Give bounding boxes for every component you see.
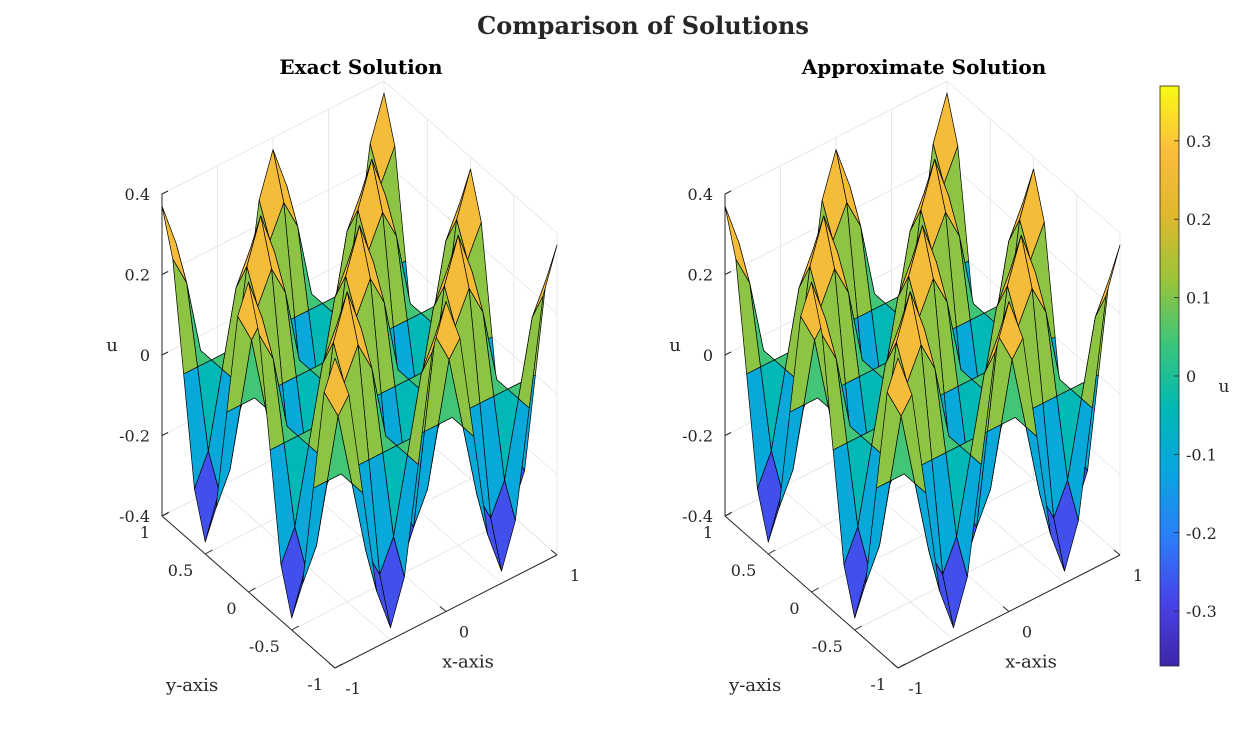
x-tick-label: 1 bbox=[1133, 566, 1143, 585]
colorbar-tick-label: 0 bbox=[1186, 367, 1196, 386]
z-tick bbox=[724, 190, 732, 195]
z-tick bbox=[724, 432, 732, 436]
z-tick bbox=[724, 271, 732, 275]
y-tick-label: 0 bbox=[226, 599, 236, 618]
gridline bbox=[724, 80, 948, 195]
z-tick-label: 0.4 bbox=[125, 185, 150, 204]
surface-patch bbox=[886, 357, 913, 417]
y-tick bbox=[205, 549, 213, 555]
approximate-solution-title: Approximate Solution bbox=[801, 55, 1047, 79]
y-tick-label: 0 bbox=[789, 599, 799, 618]
x-tick-label: -1 bbox=[908, 679, 924, 698]
y-tick-label: -1 bbox=[307, 675, 323, 694]
gridline bbox=[383, 80, 558, 234]
surface-patch bbox=[323, 357, 350, 417]
gridline bbox=[161, 80, 385, 195]
figure-title: Comparison of Solutions bbox=[477, 11, 809, 40]
y-axis-label: y-axis bbox=[165, 675, 218, 696]
approximate-solution-axes: Approximate Solution -0.4 -0.2 0 0.2 0.4 -1 -0… bbox=[669, 55, 1143, 698]
y-tick-label: -1 bbox=[870, 675, 886, 694]
colorbar-tick-label: -0.2 bbox=[1186, 524, 1217, 543]
y-tick-label: 0.5 bbox=[168, 561, 193, 580]
x-tick bbox=[891, 662, 899, 669]
y-tick bbox=[291, 625, 299, 631]
z-axis-label: u bbox=[669, 335, 681, 356]
z-axis-label: u bbox=[106, 335, 118, 356]
y-tick bbox=[248, 587, 256, 593]
x-tick bbox=[439, 606, 447, 612]
colorbar-label: u bbox=[1219, 377, 1230, 397]
x-tick bbox=[550, 549, 558, 556]
y-tick-label: 0.5 bbox=[731, 561, 756, 580]
x-tick-label: 1 bbox=[570, 566, 580, 585]
x-tick bbox=[1113, 549, 1121, 556]
y-tick bbox=[768, 549, 776, 555]
y-tick-label: -0.5 bbox=[812, 637, 843, 656]
surface-patch bbox=[531, 244, 558, 318]
y-tick-label: 1 bbox=[140, 523, 150, 542]
gridline bbox=[946, 80, 1121, 234]
y-tick bbox=[854, 625, 862, 631]
z-tick-label: -0.4 bbox=[682, 507, 713, 526]
x-tick bbox=[328, 662, 336, 669]
colorbar-tick-label: 0.2 bbox=[1186, 210, 1211, 229]
x-tick-label: -1 bbox=[345, 679, 361, 698]
z-tick bbox=[161, 351, 169, 356]
surface-patch bbox=[518, 295, 544, 409]
surface-patch bbox=[1094, 244, 1121, 318]
z-tick bbox=[724, 351, 732, 356]
x-axis-label: x-axis bbox=[442, 652, 494, 673]
y-tick-label: 1 bbox=[703, 523, 713, 542]
colorbar-tick-label: -0.1 bbox=[1186, 445, 1217, 464]
y-tick-label: -0.5 bbox=[249, 637, 280, 656]
surface-patch bbox=[1081, 295, 1107, 409]
z-tick-label: -0.2 bbox=[682, 427, 713, 446]
colorbar-tick-label: -0.3 bbox=[1186, 602, 1217, 621]
y-tick bbox=[897, 663, 906, 669]
y-tick bbox=[811, 587, 819, 593]
surface bbox=[161, 92, 558, 629]
z-tick bbox=[161, 432, 169, 436]
surface bbox=[724, 92, 1121, 629]
y-axis-label: y-axis bbox=[728, 675, 781, 696]
colorbar-tick-label: 0.3 bbox=[1186, 132, 1211, 151]
exact-solution-title: Exact Solution bbox=[279, 55, 443, 79]
colorbar: u -0.3 -0.2 -0.1 0 0.1 0.2 0.3 bbox=[1159, 85, 1230, 667]
z-tick-label: 0 bbox=[703, 346, 713, 365]
z-tick-label: 0.4 bbox=[688, 185, 713, 204]
z-tick-label: -0.2 bbox=[119, 427, 150, 446]
z-tick bbox=[161, 190, 169, 195]
colorbar-tick-label: 0.1 bbox=[1186, 289, 1211, 308]
z-tick-label: -0.4 bbox=[119, 507, 150, 526]
z-tick-label: 0.2 bbox=[688, 266, 713, 285]
x-tick bbox=[1002, 606, 1010, 612]
z-tick-label: 0.2 bbox=[125, 266, 150, 285]
y-tick bbox=[161, 511, 170, 517]
z-tick-label: 0 bbox=[140, 346, 150, 365]
y-tick bbox=[334, 663, 343, 669]
x-axis-label: x-axis bbox=[1005, 652, 1057, 673]
x-tick-label: 0 bbox=[1022, 623, 1032, 642]
y-tick bbox=[724, 511, 733, 517]
exact-solution-axes: Exact Solution -0.4 -0.2 0 0.2 0.4 -1 -0.5 0 0.5… bbox=[106, 55, 580, 698]
x-tick-label: 0 bbox=[459, 623, 469, 642]
z-tick bbox=[161, 271, 169, 275]
